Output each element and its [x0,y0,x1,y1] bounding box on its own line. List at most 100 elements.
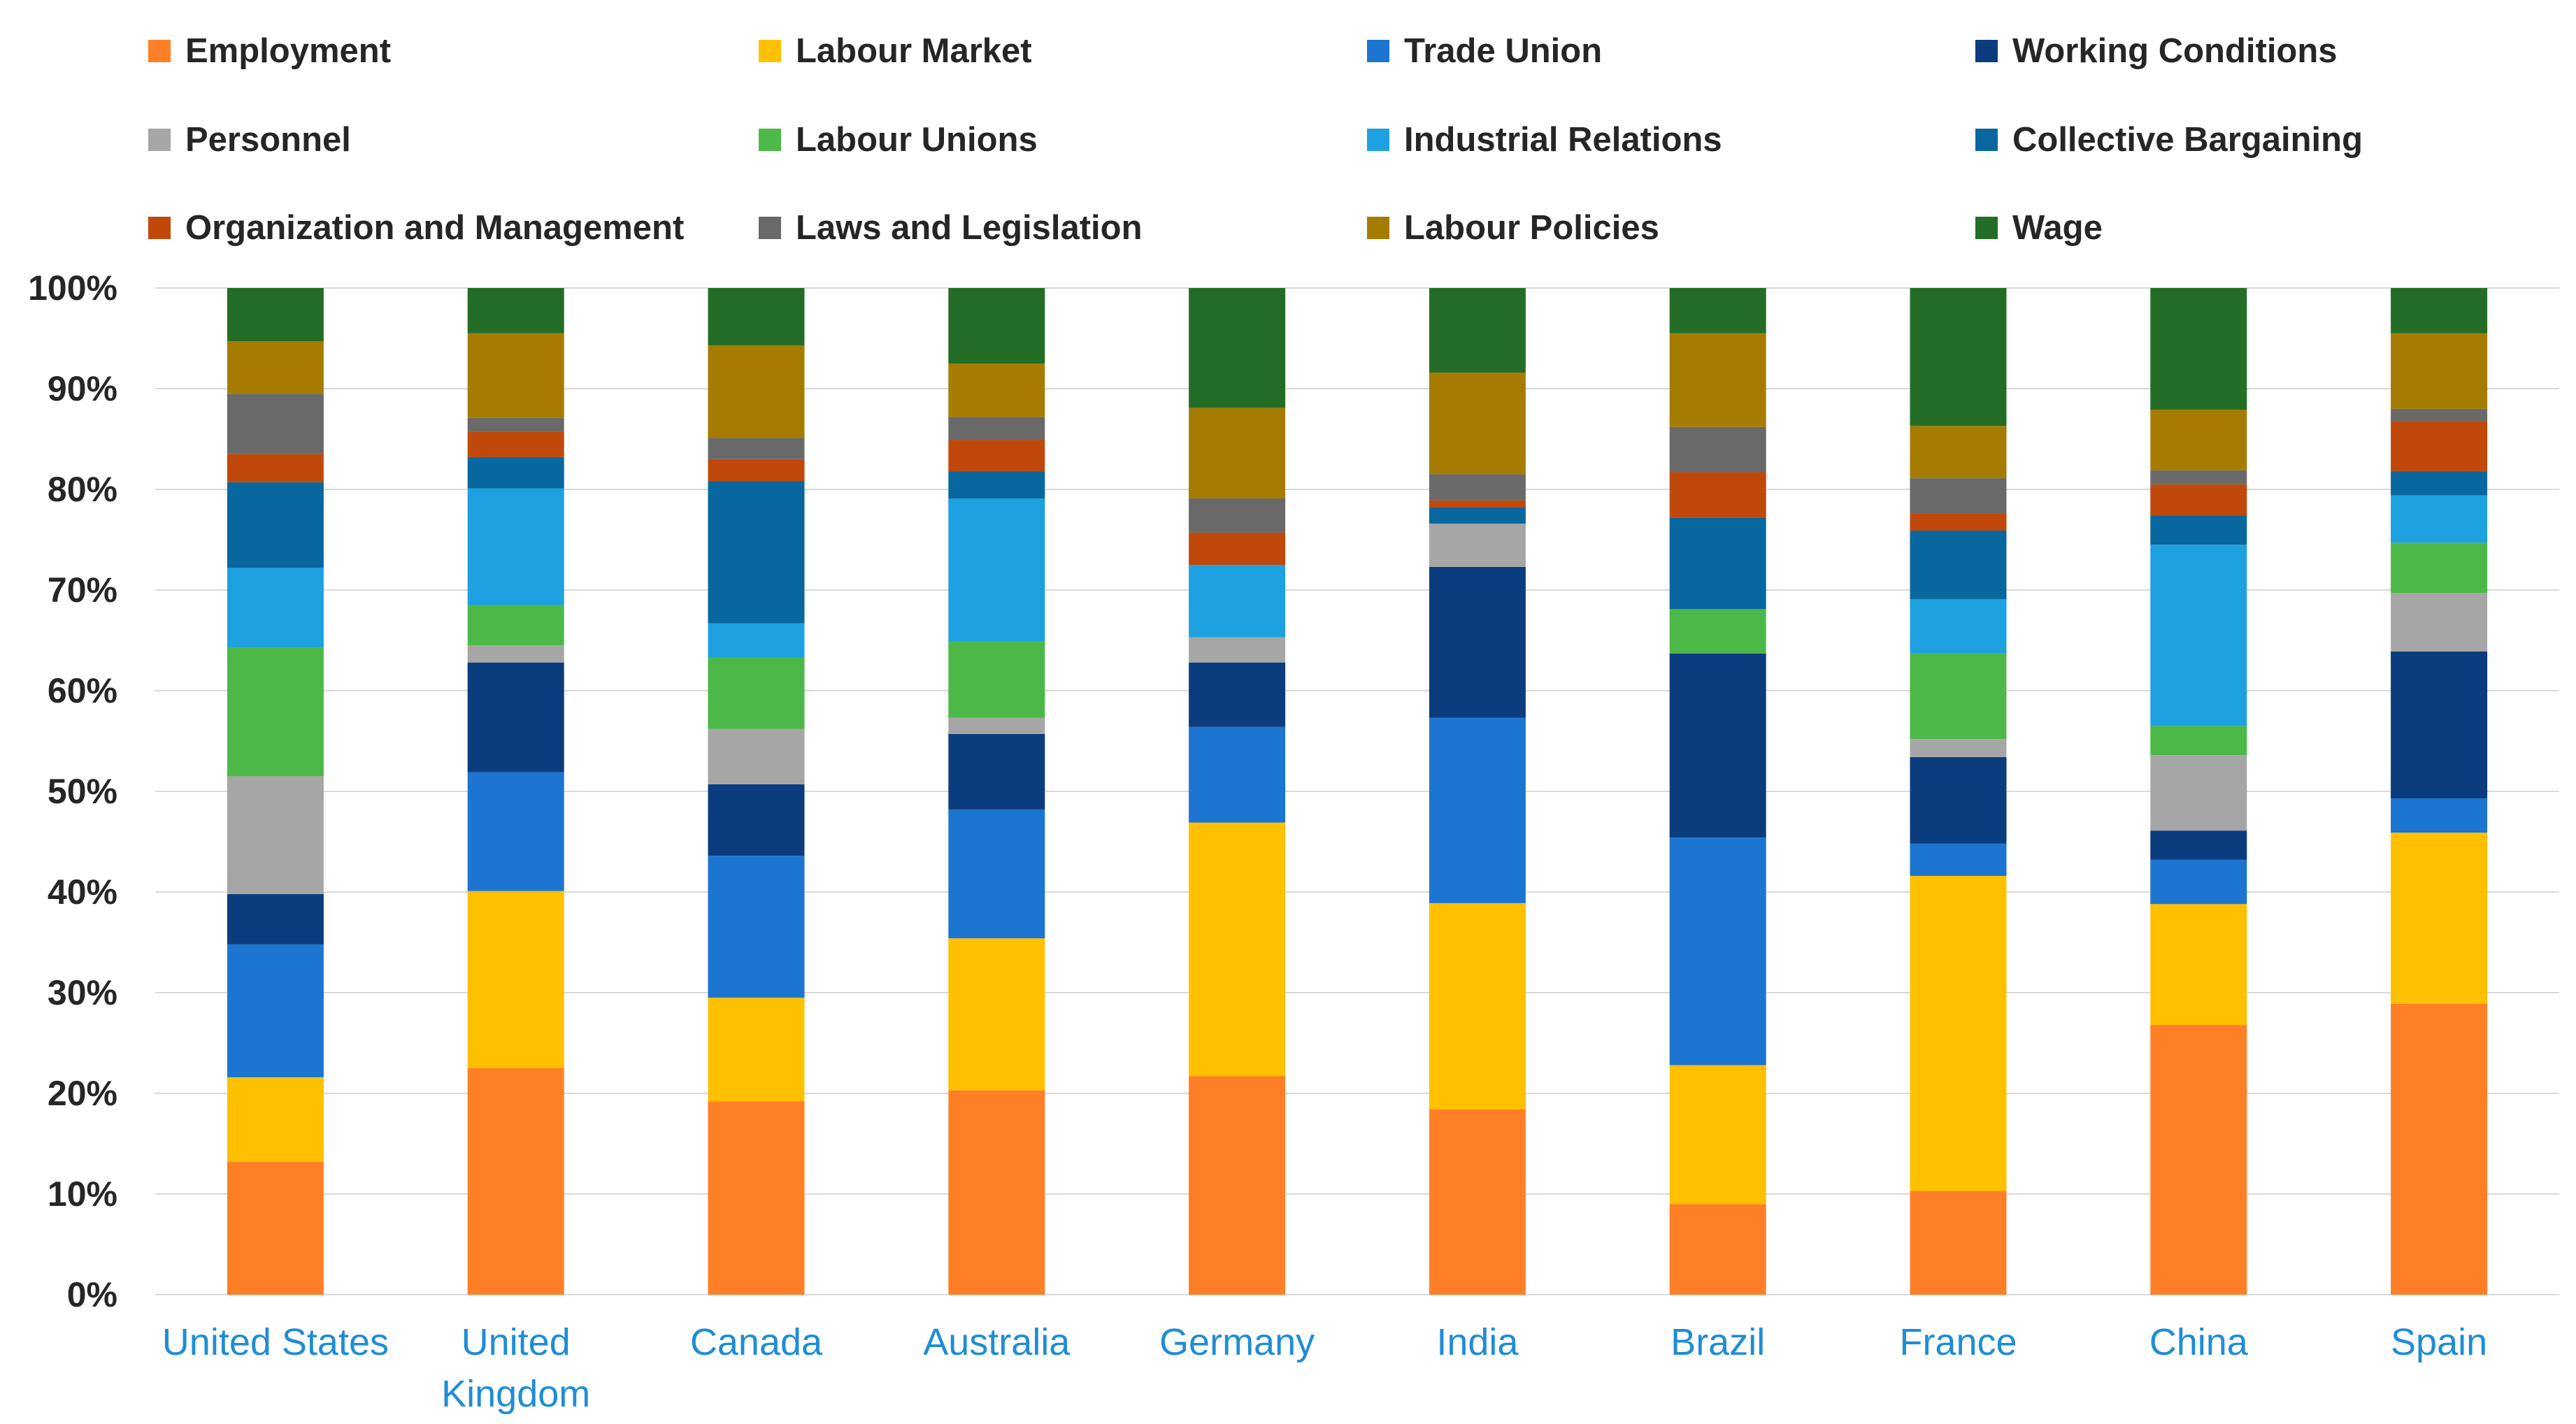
y-tick-label: 10% [48,1174,117,1214]
legend-swatch [148,129,171,151]
bar-segment-labour-market [948,938,1045,1091]
x-tick-label: United States [162,1321,389,1363]
bar-segment-labour-market [1669,1065,1766,1204]
legend-swatch [148,217,171,239]
bar-segment-personnel [708,728,805,784]
bar-segment-labour-unions [2391,542,2488,594]
bar-segment-personnel [1429,523,1526,567]
x-tick-label: Germany [1159,1321,1315,1363]
bar-segment-labour-market [708,998,805,1102]
bar-segment-employment [2391,1003,2488,1295]
bar-segment-industrial-relations [1189,565,1286,638]
x-tick-label: United Kingdom [441,1321,590,1415]
bar-segment-wage [1910,288,2007,426]
bar-segment-collective-bargaining [708,481,805,624]
bar-segment-collective-bargaining [1429,507,1526,524]
bar-segment-employment [948,1090,1045,1295]
bar-segment-labour-policies [948,364,1045,417]
bar-segment-laws-and-legislation [467,417,564,432]
bar-segment-trade-union [467,772,564,891]
bar-segment-collective-bargaining [2150,515,2247,545]
bar-segment-collective-bargaining [948,471,1045,498]
y-tick-label: 60% [48,671,117,710]
bar-segment-labour-policies [1669,333,1766,427]
bar-segment-organization-and-management [467,431,564,457]
legend-swatch [1975,129,1998,151]
bar-segment-wage [948,288,1045,364]
bar-segment-labour-market [1910,875,2007,1191]
bar-segment-employment [708,1101,805,1295]
y-tick-label: 20% [48,1074,117,1113]
bars [227,288,2488,1295]
bar-segment-working-conditions [2150,830,2247,860]
bar-segment-collective-bargaining [227,482,324,568]
bar-segment-industrial-relations [948,498,1045,642]
bar-segment-industrial-relations [467,488,564,605]
bar-segment-trade-union [1189,726,1286,823]
bar-stack-brazil [1669,288,1766,1295]
bar-segment-working-conditions [1429,566,1526,718]
legend-label: Industrial Relations [1404,121,1722,159]
bar-segment-labour-unions [708,657,805,729]
bar-stack-germany [1189,288,1286,1295]
x-tick-label: Canada [690,1321,823,1363]
legend-item-employment: Employment [148,32,391,70]
bar-segment-collective-bargaining [467,456,564,489]
bar-segment-wage [708,288,805,346]
bar-segment-labour-market [1189,822,1286,1077]
bar-segment-labour-policies [1910,426,2007,479]
legend-item-labour-unions: Labour Unions [759,121,1038,159]
bar-segment-labour-unions [227,647,324,777]
bar-segment-labour-unions [1669,609,1766,654]
legend-label: Laws and Legislation [796,209,1143,247]
legend-label: Working Conditions [2012,32,2338,70]
legend-item-labour-policies: Labour Policies [1367,209,1659,247]
bar-segment-organization-and-management [1910,513,2007,531]
bar-stack-spain [2391,288,2488,1295]
y-tick-label: 80% [48,470,117,509]
bar-segment-working-conditions [227,893,324,944]
bar-segment-personnel [948,717,1045,734]
bar-segment-laws-and-legislation [708,438,805,459]
legend-item-personnel: Personnel [148,121,351,159]
bar-segment-trade-union [1669,837,1766,1065]
bar-segment-trade-union [2391,798,2488,833]
bar-segment-labour-policies [2391,333,2488,409]
bar-segment-organization-and-management [1429,500,1526,508]
bar-segment-labour-market [1429,902,1526,1110]
legend-label: Employment [185,32,391,70]
bar-stack-india [1429,288,1526,1295]
bar-segment-labour-market [227,1077,324,1162]
legend-item-labour-market: Labour Market [759,32,1032,70]
bar-segment-labour-policies [467,333,564,418]
bar-segment-organization-and-management [1189,532,1286,565]
bar-segment-labour-unions [948,641,1045,718]
bar-segment-employment [1669,1204,1766,1295]
bar-segment-organization-and-management [1669,472,1766,518]
bar-segment-employment [1429,1109,1526,1295]
bar-segment-laws-and-legislation [1189,498,1286,533]
bar-segment-personnel [467,645,564,663]
bar-stack-canada [708,288,805,1295]
legend-swatch [1975,40,1998,62]
bar-segment-personnel [2150,755,2247,831]
y-tick-label: 100% [28,268,117,308]
bar-segment-personnel [227,776,324,894]
legend-swatch [759,40,781,62]
bar-segment-employment [467,1068,564,1295]
bar-segment-industrial-relations [1910,598,2007,654]
legend-swatch [1975,217,1998,239]
legend-item-working-conditions: Working Conditions [1975,32,2338,70]
legend-label: Wage [2012,209,2103,247]
bar-segment-employment [227,1161,324,1295]
x-tick-label: France [1899,1321,2017,1363]
bar-stack-united-states [227,288,324,1295]
bar-segment-collective-bargaining [1669,517,1766,610]
bar-segment-trade-union [948,809,1045,939]
bar-segment-working-conditions [1189,662,1286,727]
y-axis-ticks: 0% 10% 20% 30% 40% 50% 60% 70% 80% 90% 100% [28,268,117,1314]
bar-segment-laws-and-legislation [2391,408,2488,422]
bar-segment-collective-bargaining [2391,471,2488,496]
legend-swatch [1367,217,1389,239]
bar-stack-australia [948,288,1045,1295]
